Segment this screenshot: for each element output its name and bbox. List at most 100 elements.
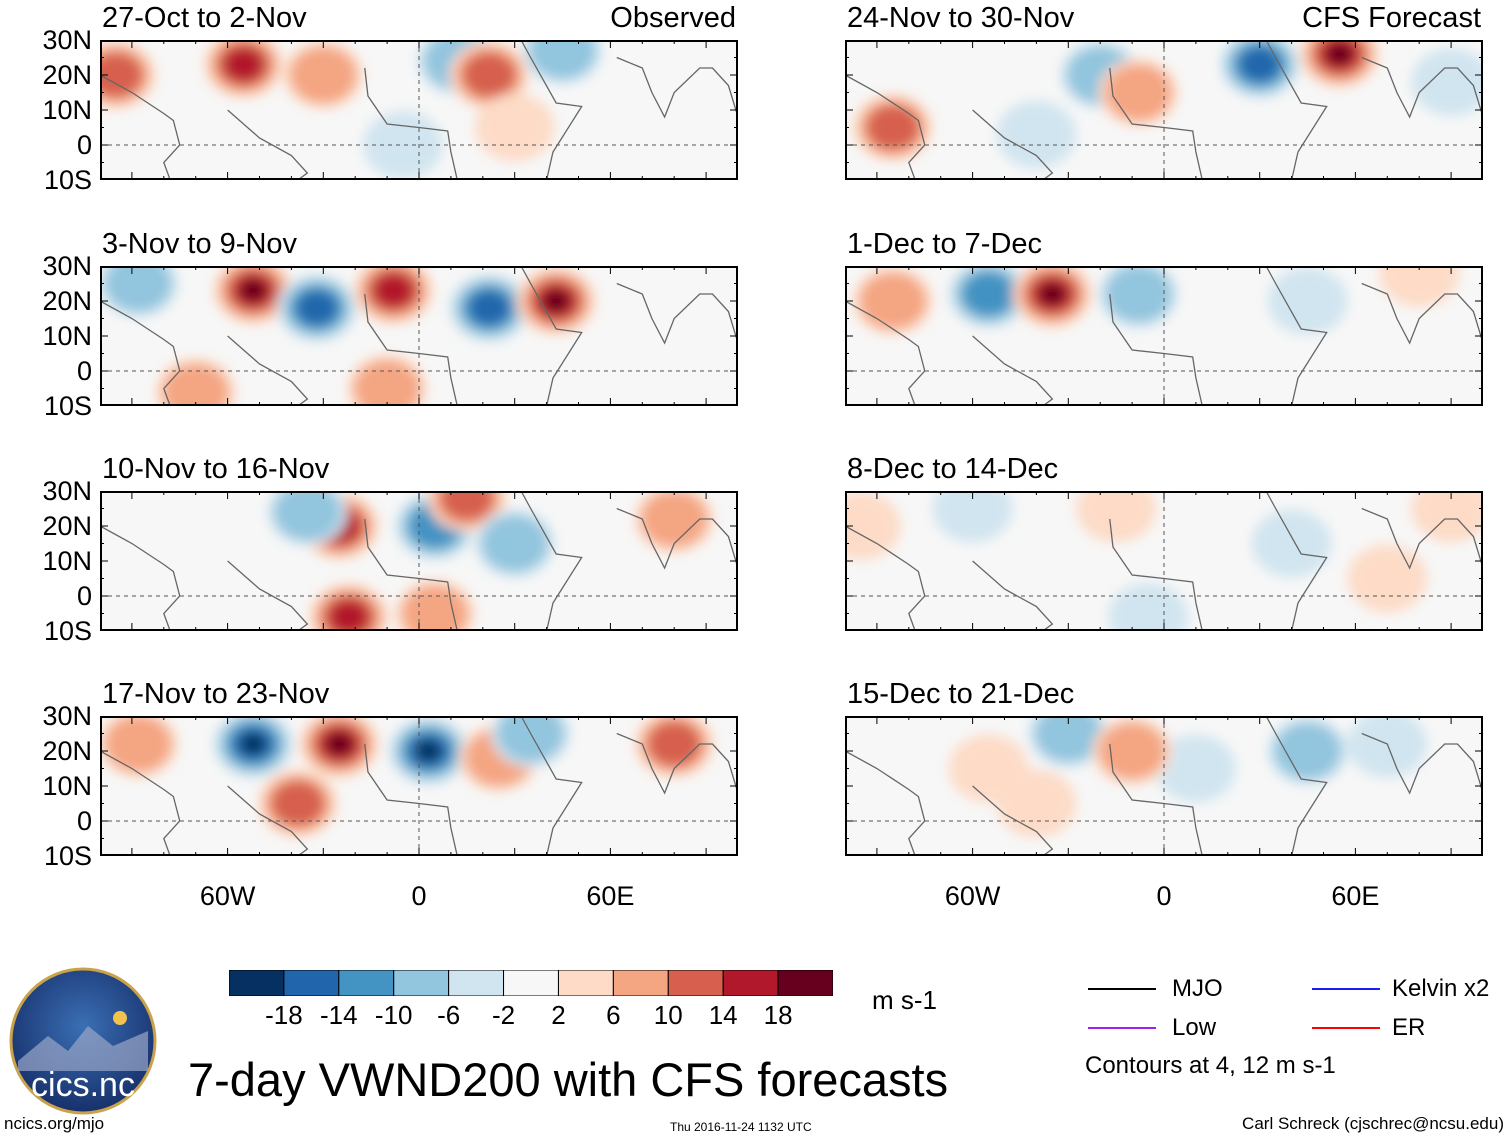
anomaly-shading: [373, 273, 414, 308]
y-tick-label: 10S: [43, 165, 92, 195]
coastlines: [845, 491, 1483, 631]
y-tick-label: 10S: [43, 841, 92, 871]
y-tick-label: 10N: [42, 95, 92, 125]
colorbar-swatch: [777, 970, 833, 996]
coastlines: [845, 266, 1483, 406]
colorbar-swatch: [283, 970, 340, 996]
colorbar-tick-label: -10: [374, 1000, 413, 1030]
anomaly-shading: [1105, 266, 1172, 323]
colorbar-swatch: [722, 970, 779, 996]
anomaly-shading: [1039, 283, 1066, 305]
panel-title: 27-Oct to 2-Nov: [102, 2, 307, 34]
coastlines: [845, 40, 1483, 180]
anomaly-shading: [962, 271, 1015, 317]
y-tick-label: 0: [76, 130, 92, 160]
anomaly-shading: [996, 769, 1077, 838]
panel-title: 24-Nov to 30-Nov: [847, 2, 1075, 34]
colorbar-units: m s-1: [872, 985, 937, 1015]
colorbar-tick-label: -14: [320, 1000, 358, 1030]
anomaly-shading: [329, 600, 369, 631]
colorbar-swatch: [557, 970, 614, 996]
anomaly-shading: [240, 733, 266, 755]
y-tick-label: 0: [76, 806, 92, 836]
panel-title: 10-Nov to 16-Nov: [102, 453, 330, 485]
anomaly-shading: [1240, 47, 1280, 82]
legend-line-er: [1312, 1027, 1380, 1029]
anomaly-shading: [105, 716, 172, 773]
anomaly-shading: [866, 105, 920, 150]
map-panel: [845, 491, 1483, 631]
anomaly-shading: [274, 491, 341, 541]
map-panel: [845, 266, 1483, 406]
cics-nc-logo: cics.nc: [9, 967, 157, 1115]
anomaly-shading: [401, 585, 469, 631]
y-tick-label: 20N: [42, 286, 92, 316]
colorbar-tick-label: -18: [265, 1000, 303, 1030]
x-tick-label: 60E: [1331, 881, 1380, 911]
colorbar-swatch: [612, 970, 669, 996]
legend-line-kelvin: [1312, 988, 1380, 990]
x-tick-label: 0: [1156, 881, 1172, 911]
map-panel: [845, 716, 1483, 856]
anomaly-shading: [1105, 64, 1172, 121]
coastlines: [100, 40, 738, 180]
anomaly-shading: [100, 52, 143, 98]
anomaly-shading: [996, 100, 1077, 169]
anomaly-shading: [1076, 491, 1157, 543]
y-tick-label: 10N: [42, 546, 92, 576]
map-panel: [100, 40, 738, 180]
anomaly-shading: [932, 491, 1013, 543]
anomaly-shading: [859, 272, 927, 330]
anomaly-shading: [223, 47, 264, 82]
y-tick-label: 30N: [42, 701, 92, 731]
anomaly-shading: [440, 491, 494, 521]
anomaly-shading: [641, 491, 708, 548]
coastlines: [845, 716, 1483, 856]
map-panel: [100, 716, 738, 856]
logo-text: cics.nc: [31, 1066, 135, 1104]
colorbar-tick-label: -6: [437, 1000, 461, 1030]
map-panel: [100, 491, 738, 631]
panel-source-label: Observed: [610, 2, 736, 34]
anomaly-shading: [845, 492, 901, 560]
anomaly-shading: [271, 781, 325, 826]
anomaly-shading: [1379, 266, 1460, 307]
chart-title: 7-day VWND200 with CFS forecasts: [188, 1053, 949, 1106]
anomaly-shading: [1035, 716, 1102, 762]
y-tick-label: 30N: [42, 25, 92, 55]
colorbar-swatch: [503, 970, 559, 996]
legend-label-kelvin: Kelvin x2: [1392, 975, 1490, 1002]
timestamp: Thu 2016-11-24 1132 UTC: [670, 1120, 812, 1134]
coastlines: [100, 491, 738, 631]
colorbar-tick-label: 6: [606, 1000, 621, 1030]
author-credit: Carl Schreck (cjschrec@ncsu.edu): [1242, 1114, 1504, 1133]
y-tick-label: 10S: [43, 391, 92, 421]
panel-title: 15-Dec to 21-Dec: [847, 678, 1075, 710]
legend-label-mjo: MJO: [1172, 975, 1223, 1002]
website-link[interactable]: ncics.org/mjo: [4, 1114, 105, 1133]
anomaly-shading: [1155, 734, 1236, 803]
anomaly-shading: [297, 291, 337, 325]
anomaly-shading: [105, 266, 172, 312]
y-tick-label: 10N: [42, 321, 92, 351]
y-tick-label: 20N: [42, 511, 92, 541]
anomaly-shading: [290, 46, 357, 104]
colorbar-swatch: [667, 970, 724, 996]
anomaly-shading: [462, 52, 516, 98]
colorbar-tick-label: 18: [763, 1000, 793, 1030]
anomaly-shading: [240, 279, 266, 302]
y-tick-label: 30N: [42, 251, 92, 281]
anomaly-shading: [1326, 43, 1353, 65]
x-tick-label: 60W: [944, 881, 1001, 911]
colorbar-tick-label: -2: [491, 1000, 516, 1030]
coastlines: [100, 266, 738, 406]
anomaly-shading: [529, 40, 596, 79]
legend-label-er: ER: [1392, 1014, 1426, 1041]
anomaly-shading: [326, 733, 353, 755]
y-tick-label: 30N: [42, 476, 92, 506]
anomaly-shading: [474, 93, 555, 162]
anomaly-shading: [543, 290, 569, 312]
panel-title: 1-Dec to 7-Dec: [847, 228, 1043, 260]
anomaly-shading: [1251, 509, 1332, 578]
anomaly-shading: [647, 721, 701, 767]
